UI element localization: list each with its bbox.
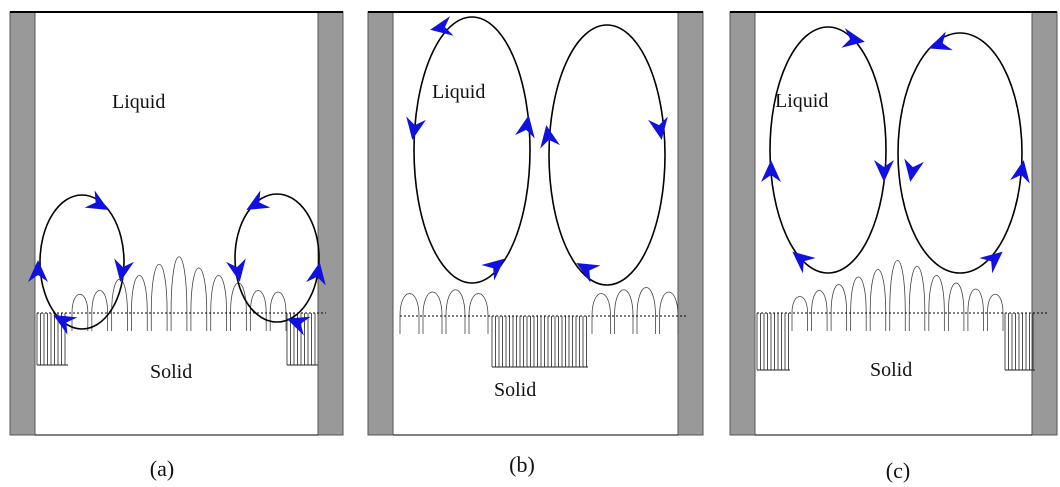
flow-arrow [786,244,816,273]
panel-caption: (a) [150,456,174,481]
wall [368,12,393,435]
dendrite [446,290,465,334]
dendrite [270,292,286,331]
solid-label: Solid [150,361,192,383]
panel-caption: (c) [886,458,910,483]
flow-arrow [85,190,114,218]
dendrite [851,277,867,331]
convection-cell [770,27,886,273]
flow-arrow [571,254,600,282]
flow-arrow [979,244,1009,273]
liquid-label: Liquid [775,90,828,112]
dendrite [948,283,964,331]
dendrite [151,264,167,331]
dendrite [968,289,984,331]
solid-label: Solid [494,379,536,401]
wall [1032,12,1057,435]
convection-cell [235,194,319,322]
wall [10,12,35,435]
convection-cell [549,25,665,285]
panel-caption: (b) [509,452,535,477]
flow-arrow [536,123,560,148]
flow-arrow [874,160,894,182]
solid-label: Solid [870,359,912,381]
dendrite [211,276,227,332]
dendrite [812,291,828,332]
dendrite [831,285,847,332]
liquid-label: Liquid [112,91,165,113]
dendrite [423,292,442,334]
wall [730,12,755,435]
page: {"panels": [ {"liquid": "Liquid", "solid… [0,0,1060,487]
flow-arrow [515,113,539,138]
dendrite [637,288,656,335]
dendrite [870,270,886,332]
wall [678,12,703,435]
dendrite [191,268,207,331]
convection-cell [898,33,1022,273]
dendrite [131,276,147,332]
dendrite [231,283,247,331]
wall [318,12,343,435]
dendrite [92,291,108,332]
dendrite [660,292,679,334]
flow-arrow [900,158,924,183]
dendrite [929,276,945,332]
convection-cell [40,195,124,329]
dendrite [792,297,808,332]
convection-cell [414,17,530,283]
liquid-label: Liquid [432,81,485,103]
dendrite [469,294,488,335]
flow-arrow [648,116,672,141]
dendrite [400,294,419,335]
figure: Liquid Solid (a) Liquid Solid (b) Liquid… [0,0,1060,487]
dendrite [909,267,925,332]
dendrite [615,290,634,334]
dendrite [592,294,611,335]
dendrite [890,261,906,332]
dendrite [171,257,187,331]
